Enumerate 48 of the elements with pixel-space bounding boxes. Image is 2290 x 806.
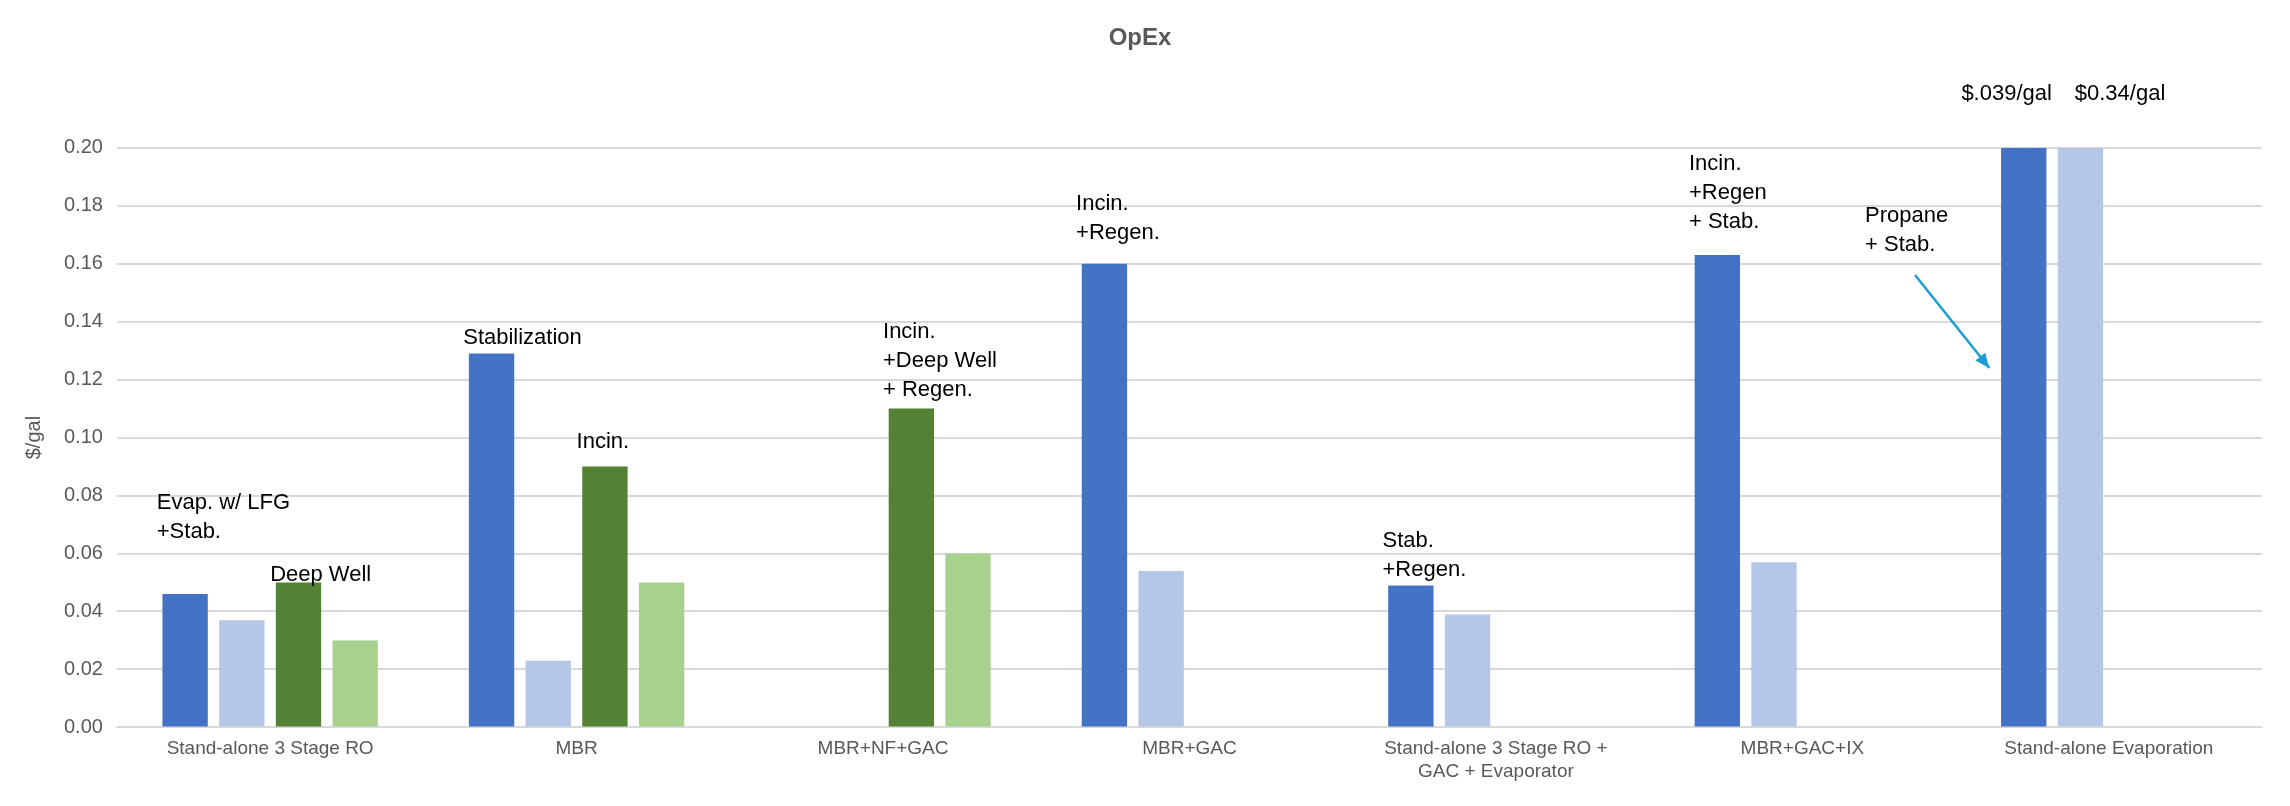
bar [1081,263,1128,727]
bar [1694,255,1740,727]
bar [1751,562,1797,727]
bar [2001,147,2047,727]
y-tick-label: 0.16 [63,251,103,274]
y-tick-label: 0.10 [63,425,103,448]
annotation: Incin. [576,428,630,454]
bar [2057,147,2104,727]
y-tick-label: 0.18 [63,193,103,216]
x-tick-label: Stand-alone 3 Stage RO [166,737,374,759]
bar [582,466,628,727]
bar [1138,570,1184,727]
bar [525,660,571,727]
annotation: Stabilization [463,323,582,349]
bar [888,408,935,727]
x-tick-label: MBR [555,737,598,759]
y-tick-label: 0.02 [63,656,103,679]
y-tick-label: 0.04 [63,599,103,621]
y-axis-title: $/gal [21,415,44,460]
y-tick-label: 0.00 [63,714,103,737]
y-tick-label: 0.08 [63,483,103,506]
annotation: Deep Well [270,561,372,587]
bar [332,640,378,727]
annotation: Evap. w/ LFG +Stab. [156,488,291,543]
annotation: Incin. +Regen. [1076,190,1160,245]
x-tick-label: Stand-alone Evaporation [2004,737,2214,759]
annotation: Incin. +Deep Well + Regen. [883,317,997,401]
bar [638,582,685,727]
bar [1444,614,1491,727]
y-tick-label: 0.20 [63,135,103,158]
text: $0.34/gal [2074,80,2166,106]
y-tick-label: 0.14 [63,309,103,332]
x-tick-label: Stand-alone 3 Stage RO + GAC + Evaporator [1384,737,1608,781]
bar [468,353,515,727]
chart-title: OpEx [1108,23,1172,51]
text: $.039/gal [1961,80,2052,106]
bar [1388,585,1434,727]
bar [945,553,991,727]
annotation: Propane + Stab. [1865,201,1949,256]
x-tick-label: MBR+NF+GAC [817,737,949,759]
bar [219,620,265,727]
y-tick-label: 0.12 [63,367,103,390]
annotation: Incin. +Regen + Stab. [1688,149,1767,233]
annotation: Stab. +Regen. [1382,526,1467,581]
x-tick-label: MBR+GAC [1142,737,1237,759]
bar [162,594,208,727]
x-tick-label: MBR+GAC+IX [1740,737,1865,759]
y-tick-label: 0.06 [63,541,103,564]
